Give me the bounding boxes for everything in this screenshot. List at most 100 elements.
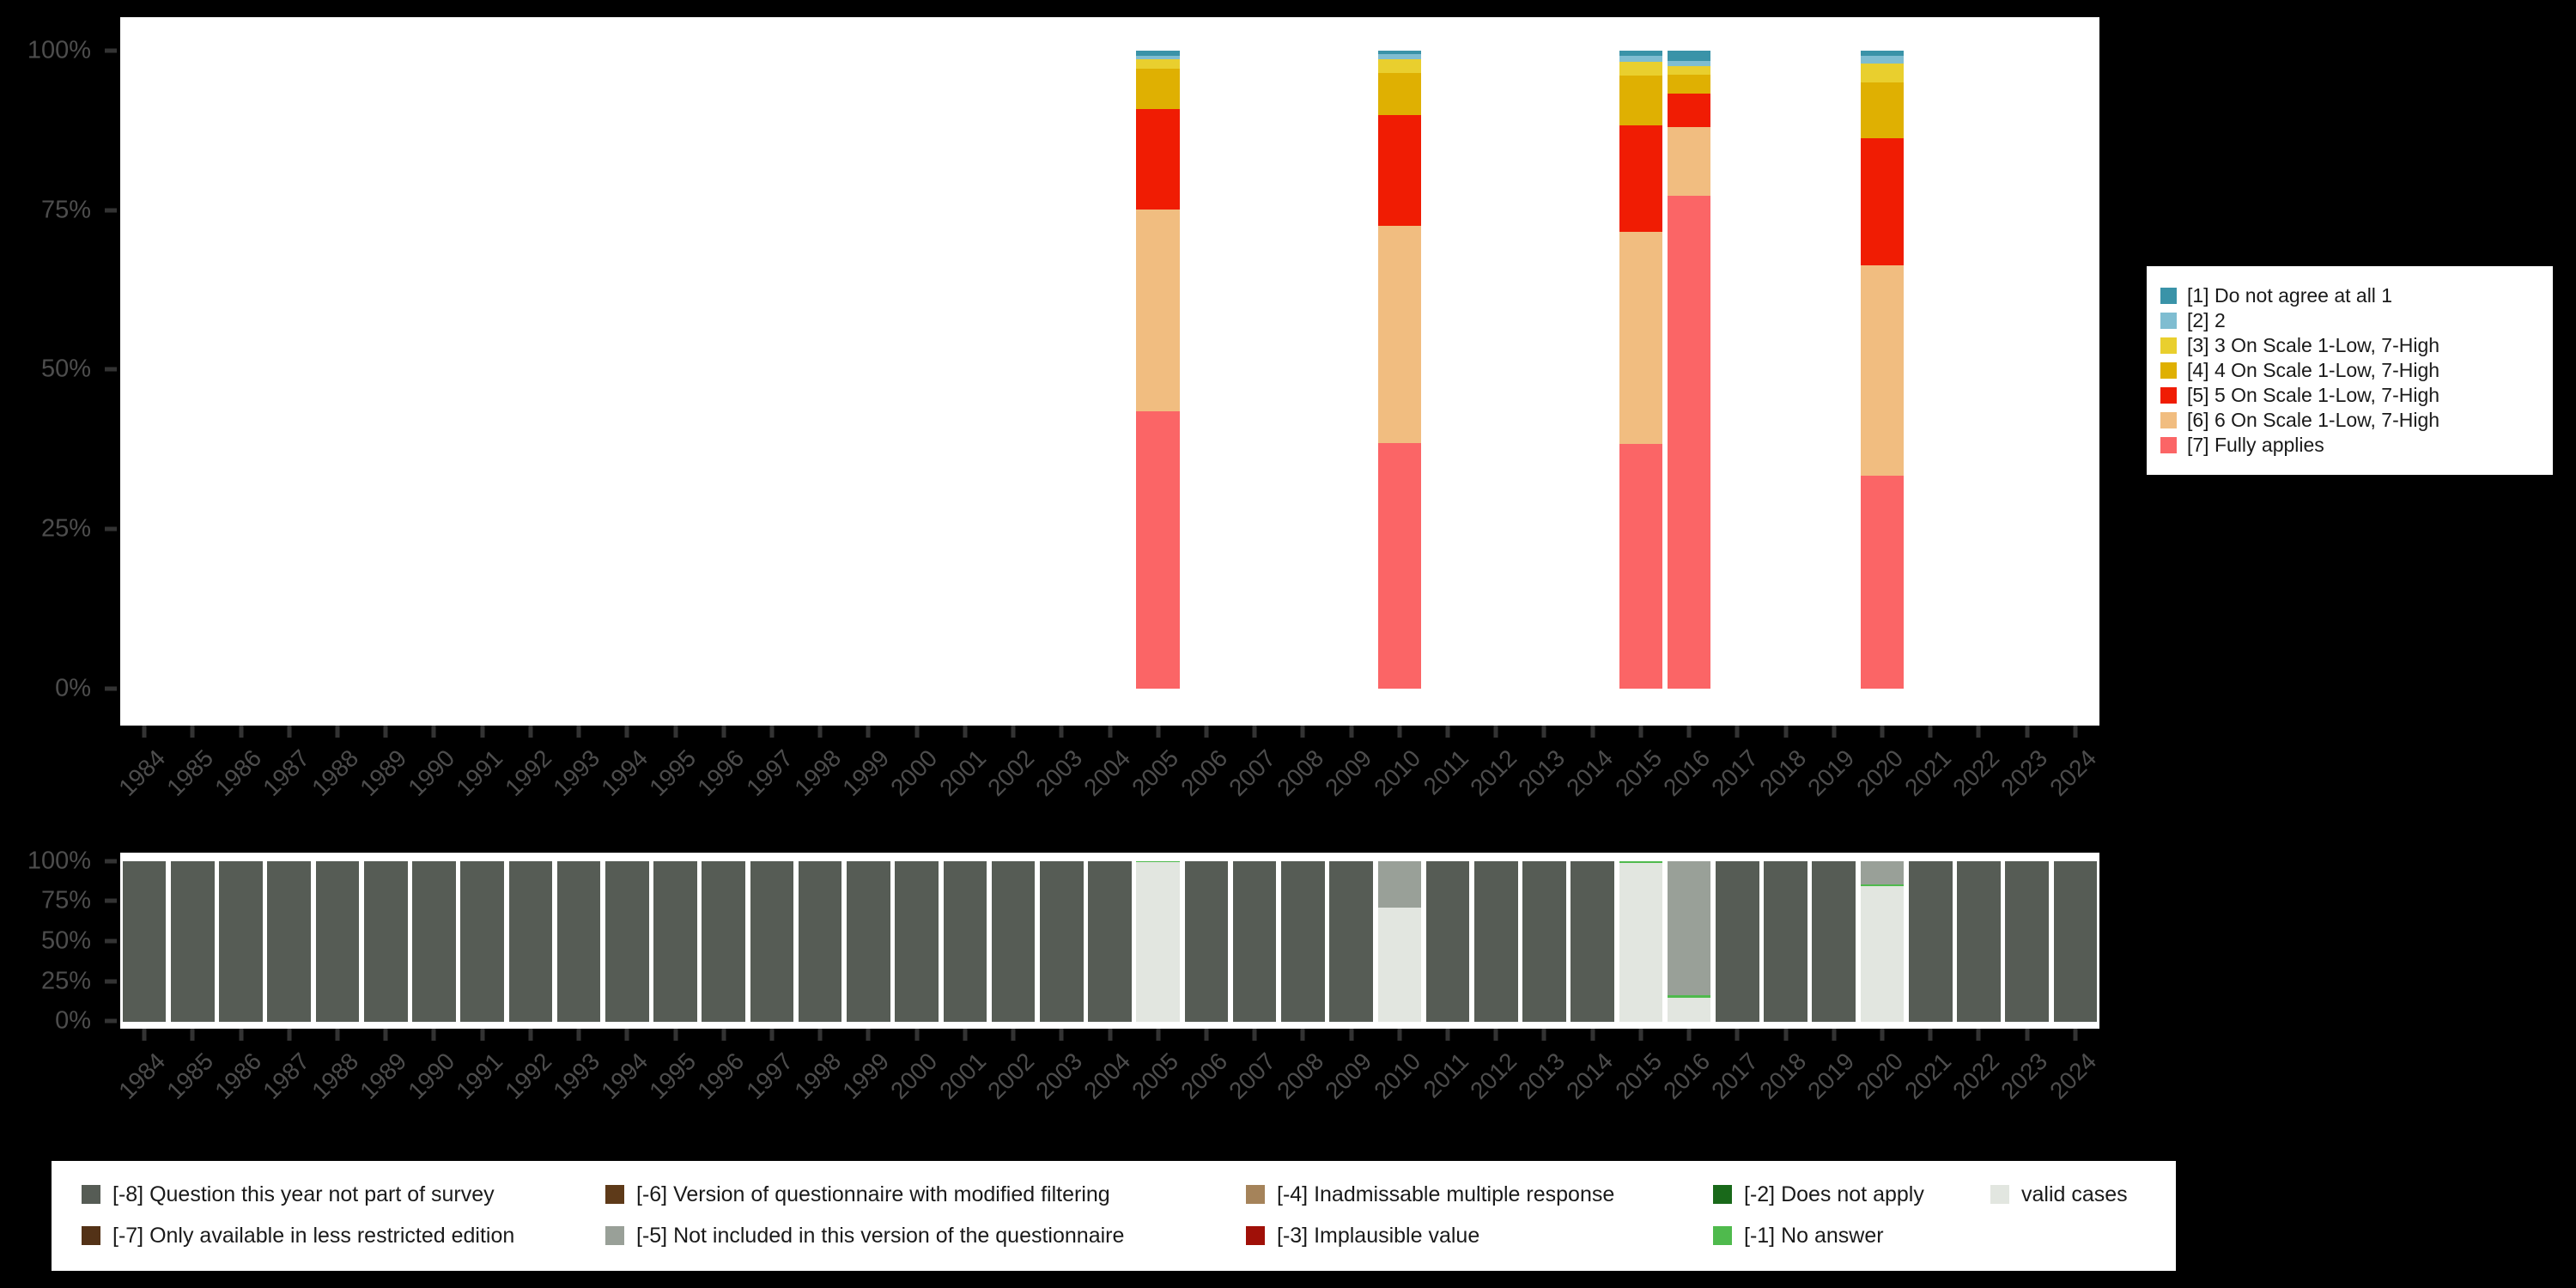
legend-swatch [2160,387,2177,404]
legend-item: [-4] Inadmissable multiple response [1246,1182,1614,1207]
legend-label: [-2] Does not apply [1744,1182,1924,1206]
bar-segment [1039,860,1084,1022]
year-tick-mark [721,726,726,738]
bar-segment [1473,860,1518,1022]
y-tick-mark [105,208,117,213]
year-tick-mark [190,1029,195,1041]
bottom-plot-inner [120,860,2099,1022]
bottom-plot-area [120,853,2099,1029]
year-tick-mark [576,726,581,738]
year-tick-mark [1783,1029,1789,1041]
bar-segment [943,860,987,1022]
bar-segment [1860,82,1905,139]
year-tick-mark [1493,726,1498,738]
bar-segment [1136,109,1180,210]
bar-segment [1667,860,1711,996]
bar-segment [1136,50,1180,57]
year-tick-mark [142,726,147,738]
bar-segment [1619,55,1663,63]
legend-item: valid cases [1990,1182,2128,1207]
bar-segment [1377,72,1422,116]
year-tick-mark [287,726,292,738]
year-tick-mark [239,1029,244,1041]
bar-segment [1425,860,1470,1022]
bar-segment [1184,860,1229,1022]
legend-swatch [82,1185,100,1204]
legend-label: valid cases [2021,1182,2128,1206]
year-tick-mark [1204,1029,1209,1041]
bar-segment [556,860,601,1022]
year-tick-mark [1638,726,1643,738]
y-tick-label: 0% [55,674,91,702]
y-tick-mark [105,898,117,903]
bar-segment [1088,860,1132,1022]
year-tick-mark [142,1029,147,1041]
bar-segment [1667,65,1711,76]
year-tick-mark [1300,1029,1305,1041]
bar-segment [1860,138,1905,266]
bar-segment [1667,196,1711,690]
year-tick-mark [1590,726,1595,738]
legend-swatch [1246,1185,1265,1204]
bar-segment [1860,884,1905,887]
year-tick-mark [480,1029,485,1041]
year-tick-mark [1156,726,1161,738]
legend-item: [-5] Not included in this version of the… [605,1223,1124,1249]
scale-legend: [1] Do not agree at all 1 [2] 2 [3] 3 On S… [2147,266,2553,475]
y-tick-mark [105,526,117,532]
year-tick-mark [1590,1029,1595,1041]
legend-item: [4] 4 On Scale 1-Low, 7-High [2160,358,2539,383]
missing-values-legend: [-8] Question this year not part of surv… [52,1161,2176,1271]
legend-swatch [82,1226,100,1245]
bar-segment [1377,59,1422,74]
legend-item: [-2] Does not apply [1713,1182,1924,1207]
legend-swatch [1713,1226,1732,1245]
year-tick-mark [431,1029,436,1041]
bar-segment [1136,410,1180,690]
year-tick-mark [1928,1029,1933,1041]
legend-label: [-7] Only available in less restricted e… [112,1223,515,1248]
year-tick-mark [1638,1029,1643,1041]
legend-swatch [1713,1185,1732,1204]
legend-label: [3] 3 On Scale 1-Low, 7-High [2187,334,2440,356]
bar-segment [267,860,312,1022]
y-tick-mark [105,367,117,372]
bar-segment [798,860,842,1022]
bar-segment [171,860,215,1022]
y-tick-label: 25% [40,514,91,543]
year-tick-mark [769,1029,775,1041]
legend-label: [4] 4 On Scale 1-Low, 7-High [2187,359,2440,381]
legend-item: [-7] Only available in less restricted e… [82,1223,514,1249]
bar-segment [1764,860,1807,1022]
legend-label: [-1] No answer [1744,1223,1884,1248]
bar-segment [1136,59,1180,70]
year-tick-mark [2073,726,2078,738]
y-tick-mark [105,939,117,944]
y-tick-label: 50% [40,355,91,383]
bar-segment [2053,860,2098,1022]
year-tick-mark [817,1029,823,1041]
year-tick-mark [1493,1029,1498,1041]
y-tick-mark [105,1018,117,1024]
bar-segment [1667,995,1711,999]
year-tick-mark [1928,726,1933,738]
bar-segment [219,860,263,1022]
legend-item: [-6] Version of questionnaire with modif… [605,1182,1110,1207]
legend-label: [-5] Not included in this version of the… [636,1223,1125,1248]
bar-segment [1619,231,1663,445]
year-tick-mark [1011,1029,1016,1041]
year-tick-mark [1783,726,1789,738]
bar-segment [1716,860,1759,1022]
year-tick-mark [1735,726,1740,738]
year-tick-mark [1976,726,1981,738]
bar-segment [1619,125,1663,233]
legend-item: [3] 3 On Scale 1-Low, 7-High [2160,333,2539,358]
legend-swatch [2160,288,2177,304]
year-tick-mark [1252,1029,1257,1041]
year-tick-mark [1397,1029,1402,1041]
bar-segment [315,860,360,1022]
bar-segment [847,860,890,1022]
legend-swatch [605,1226,624,1245]
year-tick-mark [383,726,388,738]
y-tick-label: 50% [40,927,91,955]
